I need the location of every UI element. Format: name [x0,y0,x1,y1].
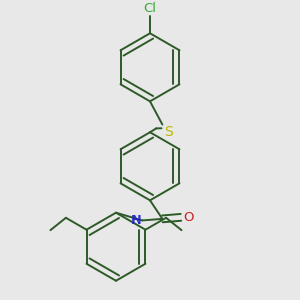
Text: O: O [183,211,194,224]
Text: H: H [130,214,140,227]
Text: Cl: Cl [143,2,157,15]
Text: S: S [164,125,173,140]
Text: N: N [132,214,142,226]
